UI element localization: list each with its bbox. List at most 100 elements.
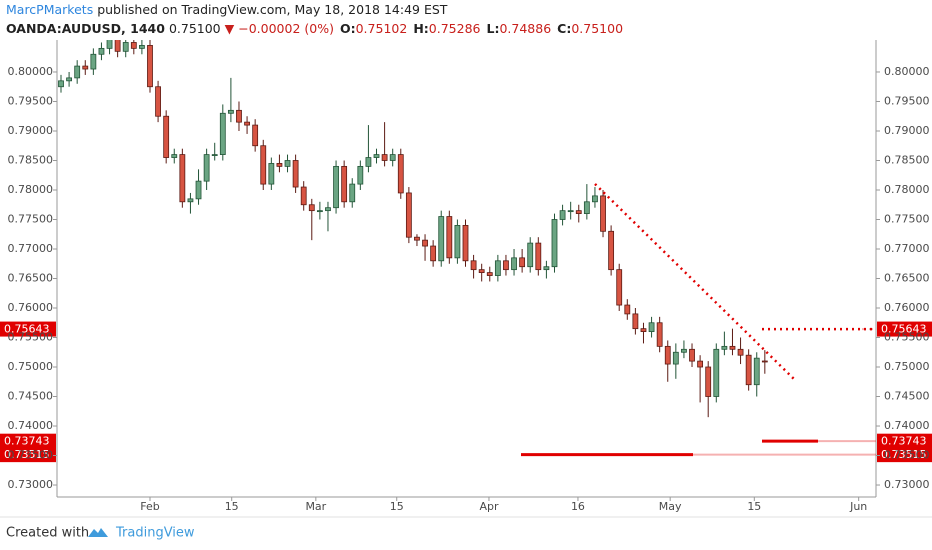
candle-body — [640, 328, 647, 333]
y-tick-label: 0.79000 — [884, 124, 930, 137]
candle-body — [689, 348, 695, 362]
candle-body — [155, 86, 161, 117]
candle-body — [122, 42, 129, 52]
candle-body — [430, 245, 437, 262]
x-tick-label: May — [659, 500, 682, 513]
candle-body — [333, 165, 339, 209]
candle-body — [745, 354, 752, 386]
y-tick-label: 0.73500 — [884, 449, 930, 462]
candle-body — [559, 210, 566, 220]
candle-body — [325, 207, 331, 212]
candle-body — [616, 269, 623, 306]
candle-body — [276, 163, 283, 167]
author[interactable]: MarcPMarkets — [6, 2, 93, 17]
candle-body — [535, 242, 542, 271]
level-box — [877, 433, 932, 449]
y-tick-label: 0.75500 — [8, 331, 54, 344]
candle-body — [486, 272, 493, 276]
candle-body — [608, 230, 615, 271]
y-tick-label: 0.78000 — [884, 183, 930, 196]
candle-body — [721, 345, 728, 350]
change: −0.00002 (0%) — [238, 21, 334, 36]
candle-body — [114, 40, 121, 52]
y-tick-label: 0.78500 — [884, 153, 930, 166]
ohlc-value: 0.75100 — [571, 21, 623, 36]
ohlc: O:0.75102 H:0.75286 L:0.74886 C:0.75100 — [340, 21, 623, 36]
y-tick-label: 0.76000 — [884, 301, 930, 314]
candle-body — [357, 165, 364, 185]
candle-body — [527, 242, 534, 268]
candle-body — [575, 210, 582, 214]
y-tick-label: 0.77000 — [884, 242, 930, 255]
x-tick-label: Mar — [305, 500, 326, 513]
published: published on TradingView.com, May 18, 20… — [97, 2, 448, 17]
y-tick-label: 0.77000 — [8, 242, 54, 255]
candle-body — [567, 210, 574, 213]
y-tick-label: 0.77500 — [884, 212, 930, 225]
ohlc-label: C: — [557, 21, 571, 36]
candle-body — [656, 322, 663, 347]
x-tick-label: 15 — [225, 500, 239, 513]
level-box — [877, 321, 932, 337]
candle-body — [503, 260, 509, 271]
candle-body — [551, 219, 558, 268]
candle-body — [171, 154, 178, 158]
candle-body — [397, 154, 404, 194]
x-tick-label: Apr — [479, 500, 499, 513]
candle-body — [373, 154, 380, 158]
candle-body — [761, 360, 768, 363]
candle-body — [389, 154, 396, 161]
footer-created: Created with — [6, 526, 89, 541]
level-label: 0.73743 — [881, 435, 927, 448]
symbol: OANDA:AUDUSD, 1440 — [6, 21, 165, 36]
candle-body — [211, 154, 218, 156]
arrow: ▼ — [225, 21, 235, 36]
level-label: 0.73515 — [4, 448, 50, 461]
ohlc-value: 0.75102 — [356, 21, 408, 36]
candle-body — [130, 42, 137, 49]
candle-body — [737, 348, 744, 356]
candle-body — [543, 266, 550, 271]
candle-body — [268, 163, 275, 185]
footer-brand[interactable]: TradingView — [115, 526, 195, 541]
candle-body — [58, 80, 64, 88]
ohlc-label: O: — [340, 21, 356, 36]
x-tick-label: Feb — [140, 500, 159, 513]
ohlc-value: 0.75286 — [429, 21, 481, 36]
candle-body — [227, 109, 234, 114]
candle-body — [729, 345, 736, 350]
candle-body — [219, 112, 226, 155]
candle-body — [446, 216, 453, 259]
level-label: 0.73515 — [881, 448, 927, 461]
x-tick-label: 16 — [571, 500, 585, 513]
legend: OANDA:AUDUSD, 1440 0.75100 ▼ −0.00002 (0%… — [6, 21, 623, 36]
candle-body — [179, 154, 186, 203]
y-tick-label: 0.79500 — [8, 94, 54, 107]
candle-body — [478, 269, 485, 274]
candle-body — [252, 124, 259, 147]
candle-body — [414, 236, 420, 241]
candle-body — [705, 366, 712, 397]
candle-body — [244, 121, 250, 126]
candle-body — [753, 357, 760, 386]
y-tick-label: 0.73000 — [884, 478, 930, 491]
candle-body — [106, 40, 113, 49]
candle-body — [519, 257, 526, 268]
candle-body — [349, 183, 356, 203]
y-tick-label: 0.75500 — [884, 331, 930, 344]
candle-body — [624, 304, 631, 315]
level-label: 0.75643 — [4, 323, 50, 336]
level-box — [0, 433, 56, 449]
candle-body — [341, 165, 348, 203]
candle-body — [672, 351, 679, 365]
y-tick-label: 0.74500 — [884, 390, 930, 403]
candle-body — [365, 157, 372, 167]
candle-body — [681, 348, 687, 353]
level-box — [877, 447, 932, 463]
candle-body — [98, 47, 105, 55]
candle-body — [664, 345, 671, 365]
y-tick-label: 0.78500 — [8, 153, 54, 166]
candle-body — [260, 145, 267, 185]
candle-body — [82, 65, 89, 70]
